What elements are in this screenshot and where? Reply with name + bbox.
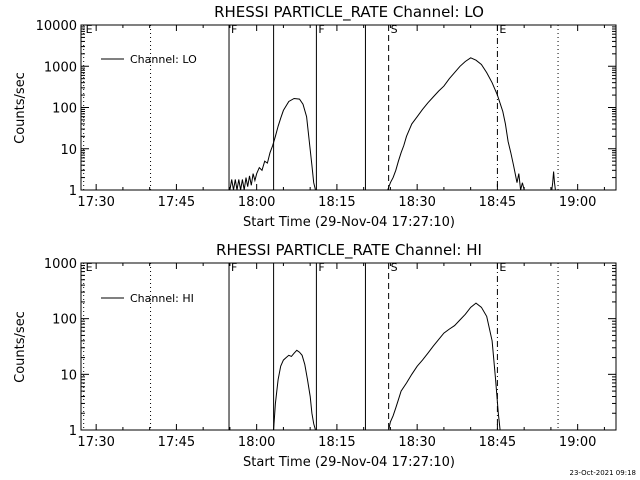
chart-hi-x-ticks: 17:30 17:45 18:00 18:15 18:30 18:45 19:00	[77, 263, 605, 450]
event-marker-label: F	[318, 23, 324, 36]
y-tick-label: 1000	[44, 60, 77, 75]
series-line-segment	[551, 171, 556, 191]
event-marker-label: F	[231, 261, 237, 274]
event-marker-label: E	[86, 23, 93, 36]
chart-hi-x-axis-label: Start Time (29-Nov-04 17:27:10)	[243, 455, 455, 470]
event-marker-label: S	[391, 23, 398, 36]
series-line-segment	[273, 349, 317, 431]
x-tick-label: 18:15	[318, 195, 355, 210]
y-tick-label: 100	[52, 102, 77, 117]
x-tick-label: 18:30	[398, 435, 435, 450]
event-marker-label: E	[499, 23, 506, 36]
x-tick-label: 18:30	[398, 195, 435, 210]
chart-lo-x-ticks: 17:30 17:45 18:00 18:15 18:30 18:45 19:00	[77, 25, 605, 210]
y-tick-label: 1000	[44, 257, 77, 272]
chart-hi-legend-label: Channel: HI	[130, 292, 194, 305]
x-tick-label: 17:45	[158, 195, 195, 210]
y-tick-label: 10	[60, 143, 77, 158]
chart-hi-plot-frame	[80, 262, 617, 431]
x-tick-label: 18:00	[238, 195, 275, 210]
event-marker-label: F	[231, 23, 237, 36]
chart-lo-x-axis-label: Start Time (29-Nov-04 17:27:10)	[243, 215, 455, 230]
series-line-segment	[387, 57, 525, 191]
chart-hi-title: RHESSI PARTICLE_RATE Channel: HI	[216, 241, 482, 260]
x-tick-label: 19:00	[559, 435, 596, 450]
x-tick-label: 19:00	[559, 195, 596, 210]
x-tick-label: 18:45	[479, 435, 516, 450]
event-marker-label: F	[318, 261, 324, 274]
chart-lo-series	[229, 57, 556, 191]
series-line-segment	[388, 302, 501, 431]
y-tick-label: 100	[52, 313, 77, 328]
y-tick-label: 10000	[36, 19, 77, 34]
chart-lo-title: RHESSI PARTICLE_RATE Channel: LO	[214, 3, 484, 22]
generation-timestamp: 23-Oct-2021 09:18	[570, 469, 636, 477]
chart-lo-channel: RHESSI PARTICLE_RATE Channel: LO Counts/…	[13, 3, 617, 230]
y-tick-label: 1	[69, 184, 77, 199]
chart-hi-y-ticks: 1 10 100 1000	[44, 257, 616, 439]
x-tick-label: 18:15	[318, 435, 355, 450]
event-marker-label: E	[499, 261, 506, 274]
x-tick-label: 18:45	[479, 195, 516, 210]
series-line-segment	[229, 97, 317, 191]
chart-lo-y-axis-label: Counts/sec	[13, 72, 28, 144]
event-marker-label: E	[86, 261, 93, 274]
x-tick-label: 17:30	[77, 435, 114, 450]
chart-hi-y-axis-label: Counts/sec	[13, 311, 28, 383]
event-marker-label: S	[391, 261, 398, 274]
chart-lo-y-ticks: 1 10 100 1000 10000	[36, 19, 616, 199]
chart-lo-legend-label: Channel: LO	[130, 53, 197, 66]
x-tick-label: 18:00	[238, 435, 275, 450]
chart-hi-series	[273, 302, 501, 431]
y-tick-label: 1	[69, 424, 77, 439]
x-tick-label: 17:30	[77, 195, 114, 210]
x-tick-label: 17:45	[158, 435, 195, 450]
chart-hi-channel: RHESSI PARTICLE_RATE Channel: HI Counts/…	[13, 241, 617, 470]
y-tick-label: 10	[60, 368, 77, 383]
